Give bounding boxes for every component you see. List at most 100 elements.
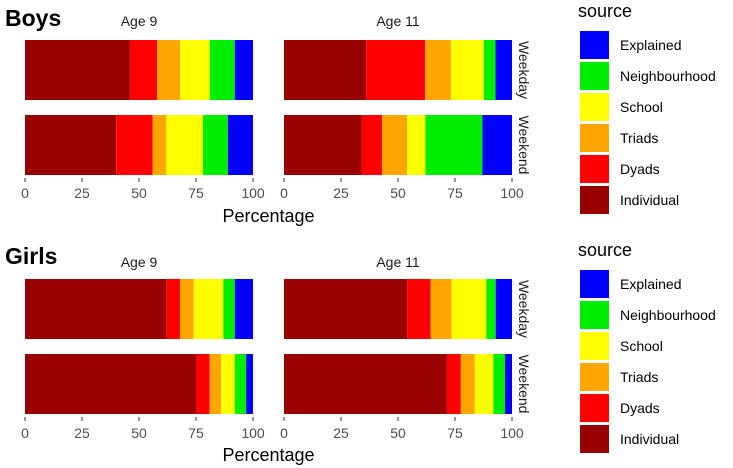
boys-age-9-weekend-individual-bar: [25, 115, 117, 175]
boys-age-11-tick-label: 75: [447, 185, 463, 201]
boys-age-11-weekday-neighbourhood-bar: [483, 40, 496, 100]
legend-swatch-neighbourhood: [580, 301, 609, 329]
legend-swatch-explained: [580, 31, 609, 59]
legend-label-neighbourhood: Neighbourhood: [620, 307, 716, 323]
legend-label-individual: Individual: [620, 431, 679, 447]
girls-age-9-tick-label: 50: [131, 425, 147, 441]
legend-title: source: [578, 240, 632, 260]
boys-title: Boys: [5, 5, 61, 31]
boys-age-9-weekend-school-bar: [166, 115, 203, 175]
girls-age-11-tick-label: 75: [447, 425, 463, 441]
boys-age-11-strip-label: Age 11: [376, 13, 420, 29]
legend-swatch-individual: [580, 425, 609, 453]
legend-swatch-dyads: [580, 394, 609, 422]
girls-weekend-strip-label: Weekend: [516, 355, 532, 414]
girls-age-11-tick-label: 50: [390, 425, 406, 441]
girls-age-9-weekend-neighbourhood-bar: [234, 354, 247, 414]
boys-age-9-strip-label: Age 9: [121, 13, 158, 29]
girls-x-axis-title: Percentage: [222, 445, 314, 465]
boys-age-9-weekend-triads-bar: [152, 115, 167, 175]
girls-age-11-weekday-explained-bar: [495, 279, 512, 339]
legend-label-explained: Explained: [620, 37, 682, 53]
girls-age-9-weekday-individual-bar: [25, 279, 167, 339]
boys-age-11-weekend-triads-bar: [382, 115, 408, 175]
legend-label-dyads: Dyads: [620, 161, 660, 177]
girls-age-11-tick-label: 0: [280, 425, 288, 441]
boys-age-9-weekday-neighbourhood-bar: [209, 40, 235, 100]
boys-age-11-weekend-school-bar: [407, 115, 426, 175]
girls-age-9-weekend-individual-bar: [25, 354, 196, 414]
legend-label-individual: Individual: [620, 192, 679, 208]
boys-age-9-tick-label: 0: [21, 185, 29, 201]
boys-age-11-weekday-school-bar: [450, 40, 484, 100]
girls-age-11-weekend-school-bar: [474, 354, 494, 414]
girls-age-9-strip-label: Age 9: [121, 254, 158, 270]
boys-age-11-tick-label: 0: [280, 185, 288, 201]
legend-swatch-triads: [580, 363, 609, 391]
legend-swatch-explained: [580, 270, 609, 298]
legend-label-triads: Triads: [620, 130, 658, 146]
girls-age-11-tick-label: 25: [333, 425, 349, 441]
legend-label-triads: Triads: [620, 369, 658, 385]
legend-swatch-triads: [580, 124, 609, 152]
boys-age-11-tick-label: 100: [500, 185, 524, 201]
girls-age-9-weekend-triads-bar: [209, 354, 222, 414]
girls-age-11-weekday-school-bar: [451, 279, 487, 339]
girls-age-11-weekday-triads-bar: [430, 279, 452, 339]
boys-x-axis-title: Percentage: [222, 206, 314, 226]
boys-age-11-tick-label: 25: [333, 185, 349, 201]
girls-age-9-tick-label: 0: [21, 425, 29, 441]
boys-age-9-weekday-school-bar: [180, 40, 210, 100]
girls-age-11-weekend-individual-bar: [284, 354, 447, 414]
girls-age-11-weekend-triads-bar: [460, 354, 475, 414]
boys-age-9-weekday-triads-bar: [157, 40, 181, 100]
boys-age-9-weekday-explained-bar: [234, 40, 253, 100]
legend-swatch-school: [580, 332, 609, 360]
girls-age-9-weekday-neighbourhood-bar: [223, 279, 235, 339]
girls-age-9-tick-label: 25: [74, 425, 90, 441]
boys-age-11-weekend-explained-bar: [482, 115, 512, 175]
legend-swatch-school: [580, 93, 609, 121]
boys-age-9-weekday-individual-bar: [25, 40, 130, 100]
boys-age-11-weekday-individual-bar: [284, 40, 367, 100]
girls-age-11-strip-label: Age 11: [376, 254, 420, 270]
boys-age-11-weekday-dyads-bar: [366, 40, 426, 100]
legend-title: source: [578, 1, 632, 21]
girls-age-9-weekend-school-bar: [221, 354, 235, 414]
boys-age-11-tick-label: 50: [390, 185, 406, 201]
boys-age-9-tick-label: 25: [74, 185, 90, 201]
boys-age-9-tick-label: 50: [131, 185, 147, 201]
legend-label-dyads: Dyads: [620, 400, 660, 416]
girls-age-9-weekday-triads-bar: [180, 279, 194, 339]
legend-label-neighbourhood: Neighbourhood: [620, 68, 716, 84]
boys-age-9-tick-label: 100: [241, 185, 265, 201]
girls-age-9-weekday-explained-bar: [234, 279, 253, 339]
plot-layer: Boys Age 9 0 25 50 75 100 Age 11 0 25 50 75 100 Weekd…: [5, 5, 532, 465]
girls-age-9-weekend-explained-bar: [246, 354, 253, 414]
girls-age-9-weekend-dyads-bar: [196, 354, 210, 414]
legend-swatch-individual: [580, 186, 609, 214]
boys-age-9-tick-label: 75: [188, 185, 204, 201]
legend-label-school: School: [620, 338, 663, 354]
boys-age-11-weekday-explained-bar: [495, 40, 512, 100]
boys-age-9-weekend-neighbourhood-bar: [202, 115, 228, 175]
boys-weekday-strip-label: Weekday: [516, 41, 532, 99]
girls-age-9-tick-label: 100: [241, 425, 265, 441]
girls-age-9-tick-label: 75: [188, 425, 204, 441]
boys-weekend-strip-label: Weekend: [516, 116, 532, 175]
boys-age-11-weekend-dyads-bar: [361, 115, 383, 175]
boys-age-9-weekend-dyads-bar: [116, 115, 153, 175]
legend-layer: source Explained Neighbourhood School Triads…: [578, 1, 716, 453]
legend-girls: source Explained Neighbourhood School Triads…: [578, 240, 716, 453]
boys-age-9-weekend-explained-bar: [227, 115, 253, 175]
girls-age-11-weekday-dyads-bar: [407, 279, 431, 339]
girls-weekday-strip-label: Weekday: [516, 280, 532, 338]
boys-age-11-weekend-individual-bar: [284, 115, 362, 175]
girls-age-11-weekend-dyads-bar: [446, 354, 461, 414]
boys-age-11-weekday-triads-bar: [425, 40, 451, 100]
legend-label-school: School: [620, 99, 663, 115]
girls-age-9-weekday-dyads-bar: [166, 279, 181, 339]
girls-age-11-weekday-individual-bar: [284, 279, 408, 339]
boys-age-9-weekday-dyads-bar: [129, 40, 158, 100]
